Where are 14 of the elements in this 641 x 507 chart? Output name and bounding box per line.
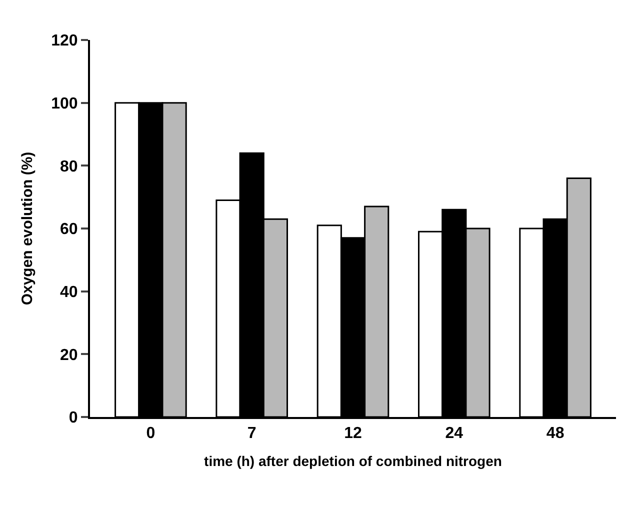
- x-tick-label: 48: [546, 425, 564, 442]
- y-tick-label: 0: [68, 410, 78, 427]
- y-tick-label: 100: [51, 95, 78, 112]
- y-tick-label: 80: [60, 158, 78, 176]
- x-tick-label: 24: [445, 425, 464, 442]
- x-tick-label: 12: [344, 425, 362, 442]
- y-tick-label: 60: [60, 221, 78, 238]
- y-tick-label: 20: [60, 346, 78, 364]
- x-tick-label: 0: [146, 425, 156, 442]
- x-tick-label: 7: [247, 425, 256, 442]
- y-tick-label: 120: [51, 32, 78, 50]
- x-axis-title: time (h) after depletion of combined nitrogen: [204, 453, 502, 469]
- y-tick-label: 40: [60, 284, 78, 301]
- y-axis-title: Oxygen evolution (%): [18, 152, 36, 306]
